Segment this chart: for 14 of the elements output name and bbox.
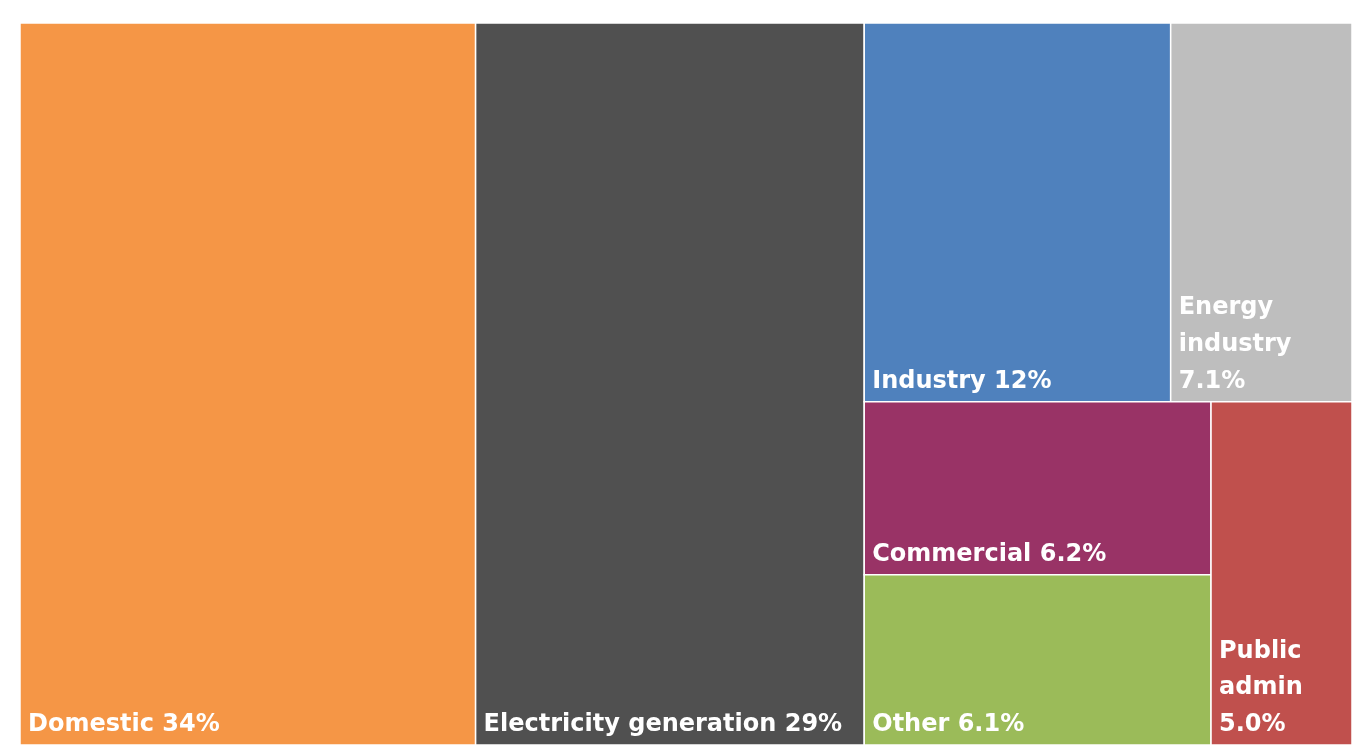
category-label: Industry [872, 366, 987, 395]
data-label: 6.1% [957, 709, 1025, 738]
data-label: 6.2% [1039, 539, 1107, 568]
category-label: Commercial [872, 539, 1032, 568]
category-label: Public admin [1219, 635, 1303, 701]
data-label: 7.1% [1178, 366, 1246, 395]
data-label: 34% [162, 709, 220, 738]
category-label: Electricity generation [483, 709, 777, 738]
category-label: Other [872, 709, 950, 738]
category-label: Domestic [28, 709, 154, 738]
data-label: 29% [784, 709, 843, 738]
category-label: Energy industry [1178, 292, 1292, 358]
data-label: 12% [994, 366, 1052, 395]
data-label: 5.0% [1219, 709, 1286, 738]
